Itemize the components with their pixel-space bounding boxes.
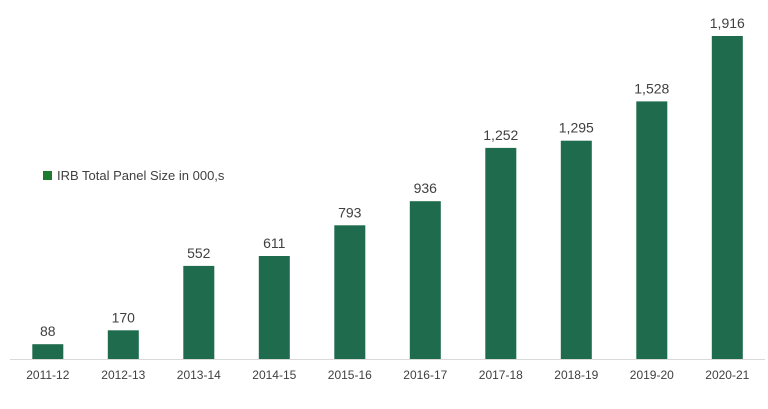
x-tick-label-2020-21: 2020-21 — [705, 368, 749, 382]
data-label-2012-13: 170 — [112, 309, 136, 325]
x-tick-label-2014-15: 2014-15 — [252, 368, 296, 382]
legend: IRB Total Panel Size in 000,s — [43, 168, 225, 183]
data-label-2016-17: 936 — [414, 180, 438, 196]
tick-labels-group: 2011-12 2012-13 2013-14 2014-15 2015-16 2016-… — [26, 368, 749, 382]
x-tick-label-2017-18: 2017-18 — [479, 368, 523, 382]
bar-2012-13 — [107, 330, 139, 359]
bar-2018-19 — [560, 140, 592, 359]
bar-2015-16 — [334, 225, 366, 359]
bar-2011-12 — [32, 344, 64, 359]
data-label-2013-14: 552 — [187, 245, 211, 261]
x-tick-label-2012-13: 2012-13 — [101, 368, 145, 382]
bar-2016-17 — [409, 201, 441, 359]
bar-2017-18 — [485, 147, 517, 359]
data-label-2017-18: 1,252 — [483, 127, 518, 143]
x-tick-label-2019-20: 2019-20 — [630, 368, 674, 382]
data-labels-group: 88 170 552 611 793 936 1,252 1,295 1,528 1,916 — [40, 15, 745, 339]
x-tick-label-2018-19: 2018-19 — [554, 368, 598, 382]
legend-label: IRB Total Panel Size in 000,s — [57, 168, 225, 183]
data-label-2019-20: 1,528 — [634, 80, 669, 96]
legend-marker — [43, 171, 52, 180]
bar-2014-15 — [258, 256, 290, 359]
bar-2019-20 — [636, 101, 668, 360]
x-tick-label-2016-17: 2016-17 — [403, 368, 447, 382]
x-tick-label-2013-14: 2013-14 — [177, 368, 221, 382]
x-tick-label-2011-12: 2011-12 — [26, 368, 69, 382]
data-label-2014-15: 611 — [263, 235, 286, 251]
bars-group — [32, 36, 743, 360]
bar-2013-14 — [183, 265, 215, 359]
data-label-2018-19: 1,295 — [559, 120, 594, 136]
x-tick-label-2015-16: 2015-16 — [328, 368, 372, 382]
data-label-2015-16: 793 — [338, 204, 362, 220]
bar-2020-21 — [711, 36, 743, 359]
data-label-2011-12: 88 — [40, 323, 56, 339]
data-label-2020-21: 1,916 — [710, 15, 745, 31]
